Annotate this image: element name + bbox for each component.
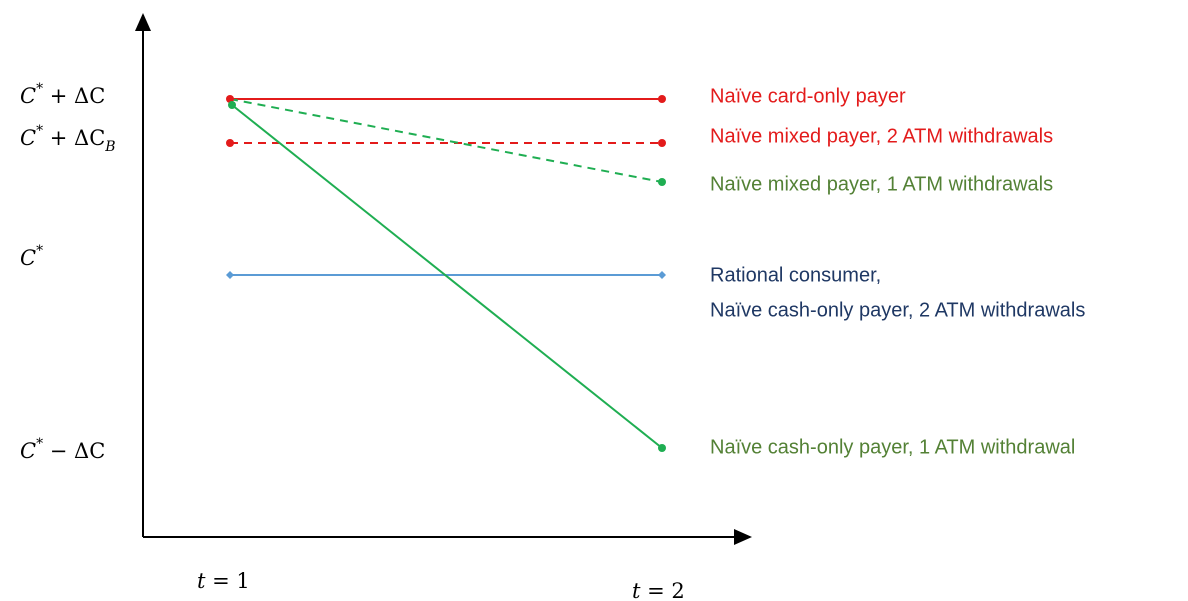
y-axis-label: C* − ΔC <box>20 436 105 463</box>
point <box>658 271 666 279</box>
point <box>228 101 236 109</box>
series-label: Naïve mixed payer, 1 ATM withdrawals <box>710 173 1053 195</box>
series-label: Naïve cash-only payer, 1 ATM withdrawal <box>710 436 1075 458</box>
math-part: t <box>197 569 206 593</box>
series-label: Naïve cash-only payer, 2 ATM withdrawals <box>710 299 1085 321</box>
math-part: C <box>20 246 36 270</box>
math-part: + ΔC <box>43 126 105 150</box>
point <box>226 139 234 147</box>
math-part: * <box>36 436 43 452</box>
mixed-1-line <box>229 98 663 183</box>
math-part: t <box>632 579 641 601</box>
point <box>658 178 666 186</box>
y-axis-label: C* + ΔCB <box>20 123 116 155</box>
series-label: Naïve mixed payer, 2 ATM withdrawals <box>710 125 1053 147</box>
math-part: − ΔC <box>43 439 105 463</box>
x-axis-label: t = 1 <box>197 569 250 593</box>
point <box>658 95 666 103</box>
point <box>658 444 666 452</box>
math-part: + ΔC <box>43 84 105 108</box>
cash-only-1-line <box>231 104 663 449</box>
math-part: C <box>20 439 36 463</box>
math-part: * <box>36 123 43 139</box>
math-part: = 2 <box>640 579 684 601</box>
y-axis-label: C* + ΔC <box>20 81 105 108</box>
math-part: C <box>20 126 36 150</box>
point <box>658 139 666 147</box>
math-part: * <box>36 81 43 97</box>
series-label: Naïve card-only payer <box>710 85 906 107</box>
math-part: B <box>104 139 115 155</box>
point <box>226 271 234 279</box>
math-part: = 1 <box>205 569 249 593</box>
math-part: C <box>20 84 36 108</box>
series-label: Rational consumer, <box>710 264 881 286</box>
math-part: * <box>36 243 43 259</box>
x-axis-label: t = 2 <box>632 579 685 601</box>
y-axis-label: C* <box>20 243 43 270</box>
